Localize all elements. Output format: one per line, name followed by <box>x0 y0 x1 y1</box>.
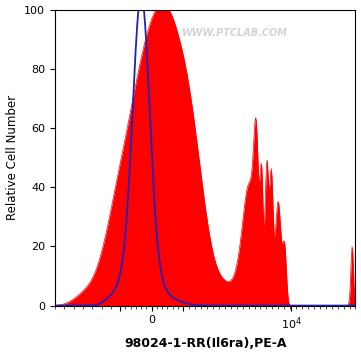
X-axis label: 98024-1-RR(Il6ra),PE-A: 98024-1-RR(Il6ra),PE-A <box>124 337 286 350</box>
Y-axis label: Relative Cell Number: Relative Cell Number <box>5 95 18 220</box>
Text: WWW.PTCLAB.COM: WWW.PTCLAB.COM <box>182 28 288 38</box>
